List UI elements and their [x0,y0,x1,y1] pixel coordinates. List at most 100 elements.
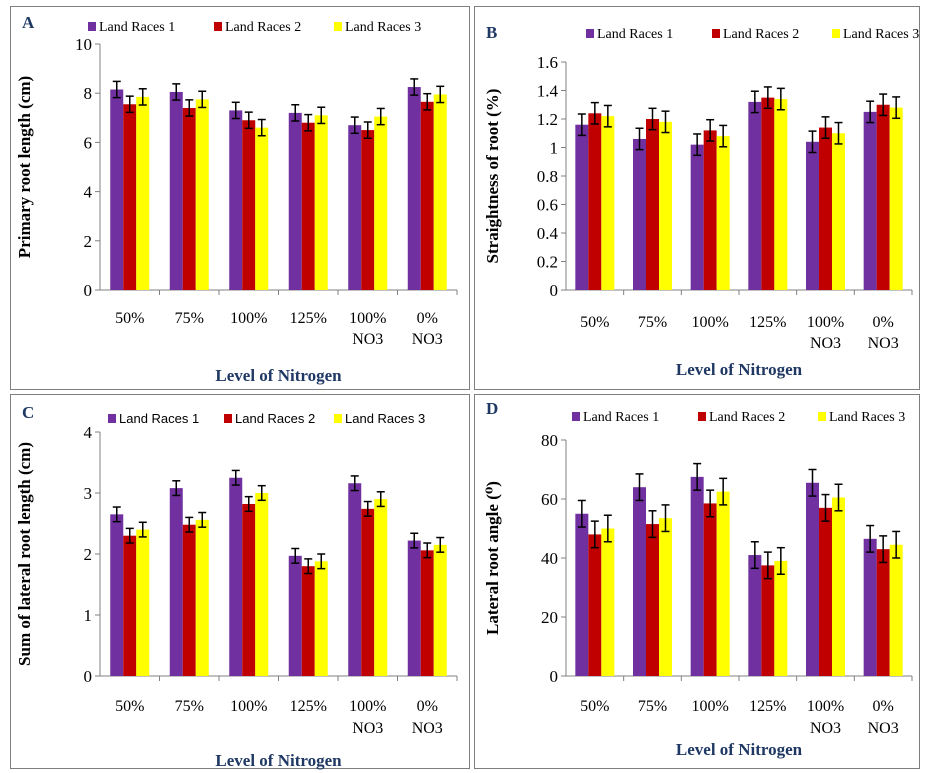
y-tick-label: 8 [84,84,93,103]
panel-c-label: C [22,403,34,422]
panel-c: C 0 1 2 3 4 Sum of lateral root length (cm) 50%… [15,403,458,770]
bar-100pct-series-3 [255,127,269,290]
y-tick-label: 2 [84,232,93,251]
x-tick-label: 0% [873,698,894,715]
x-tick-label: 100% [230,310,267,327]
x-axis-title: Level of Nitrogen [676,360,803,379]
y-tick-label: 60 [541,490,558,509]
x-tick-label: 50% [115,310,144,327]
legend: Land Races 1 Land Races 2 Land Races 3 [586,27,919,42]
x-axis-title: Level of Nitrogen [215,751,342,770]
bar-50pct-series-2 [588,113,602,290]
bar-75pct-series-1 [633,138,646,290]
legend-swatch-3 [334,414,342,423]
x-tick-label: 100% [349,310,386,327]
y-tick-label: 10 [75,35,92,54]
y-axis-title: Lateral root angle (⁰) [483,481,502,635]
panel-frame-d [474,394,920,769]
legend-label-1: Land Races 1 [583,410,659,425]
bar-125pct-series-3 [314,115,328,290]
bar-75pct-series-3 [659,518,672,676]
y-tick-label: 0 [84,281,93,300]
y-tick-label: 3 [84,484,93,503]
bar-0pct-no3-series-1 [407,87,421,290]
x-tick-label-line2: NO3 [352,720,383,737]
legend-label-1: Land Races 1 [99,20,175,35]
legend-swatch-1 [108,414,116,423]
bar-125pct-series-1 [748,101,762,291]
y-tick-label: 0 [550,667,559,686]
legend-label-2: Land Races 2 [235,411,315,426]
legend-swatch-1 [572,412,580,421]
legend-swatch-3 [334,22,342,31]
x-tick-label: 100% [807,698,844,715]
bar-50pct-series-2 [123,104,137,291]
legend-label-3: Land Races 3 [345,411,425,426]
bar-0pct-no3-series-3 [889,107,903,290]
bar-125pct-series-1 [288,555,302,676]
bar-0pct-no3-series-3 [433,94,447,291]
x-tick-label-line2: NO3 [352,331,383,348]
bar-0pct-no3-series-1 [863,538,877,676]
x-tick-label-line2: NO3 [868,720,899,737]
panel-b-label: B [486,23,497,42]
bar-100pct-no3-series-1 [806,482,819,676]
bar-100pct-series-2 [242,120,256,290]
legend-label-2: Land Races 2 [723,27,799,42]
panel-a-label: A [22,13,35,32]
x-tick-label-line2: NO3 [412,720,443,737]
y-tick-label: 20 [541,608,558,627]
bar-50pct-series-3 [136,96,150,290]
legend-label-2: Land Races 2 [225,20,301,35]
bar-0pct-no3-series-2 [876,549,890,676]
bar-125pct-series-1 [748,555,762,676]
y-tick-label: 0 [84,667,93,686]
panel-frame-a [10,6,470,390]
bar-100pct-series-3 [716,491,730,676]
bar-50pct-series-1 [110,89,124,290]
bar-50pct-series-1 [110,514,124,676]
panel-frame-c [10,394,470,769]
bar-125pct-series-3 [314,561,328,676]
y-tick-label: 1.6 [537,53,558,72]
x-tick-label: 100% [692,698,729,715]
panel-d-label: D [486,399,498,418]
x-tick-label: 0% [873,314,894,331]
bar-100pct-series-1 [229,477,243,676]
bar-50pct-series-3 [601,116,615,291]
y-tick-label: 6 [84,133,93,152]
bar-100pct-series-2 [242,503,256,676]
legend-swatch-2 [224,414,232,423]
bar-0pct-no3-series-3 [433,544,447,676]
bar-50pct-series-2 [588,534,602,676]
x-tick-label: 100% [230,698,267,715]
bar-75pct-series-2 [646,524,659,676]
legend: Land Races 1 Land Races 2 Land Races 3 [108,411,425,426]
bar-0pct-no3-series-1 [863,111,877,290]
bar-50pct-series-2 [123,535,137,676]
x-tick-label: 125% [749,698,786,715]
x-tick-label: 75% [638,698,667,715]
bar-100pct-no3-series-2 [819,507,832,676]
x-tick-label: 75% [638,314,667,331]
bar-100pct-no3-series-3 [374,116,388,290]
legend-swatch-3 [818,412,826,421]
legend-swatch-1 [586,29,594,38]
legend-label-3: Land Races 3 [843,27,919,42]
bar-100pct-series-3 [255,493,269,676]
legend-label-3: Land Races 3 [345,20,421,35]
bar-100pct-series-1 [690,144,704,290]
panel-frame-b [474,6,920,390]
legend-label-2: Land Races 2 [709,410,785,425]
legend: Land Races 1 Land Races 2 Land Races 3 [88,20,421,35]
bar-100pct-series-2 [703,503,717,676]
bar-100pct-no3-series-3 [832,497,845,676]
y-tick-label: 1 [84,606,93,625]
bar-0pct-no3-series-1 [407,540,421,676]
legend-label-1: Land Races 1 [119,411,199,426]
y-tick-label: 0 [550,281,559,300]
y-tick-label: 0.6 [537,196,558,215]
legend-label-3: Land Races 3 [829,410,905,425]
x-tick-label: 100% [349,698,386,715]
